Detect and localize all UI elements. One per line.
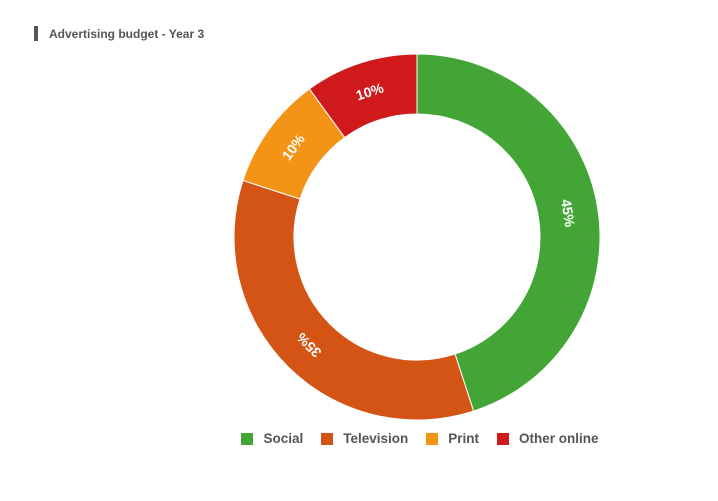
legend-label-other-online: Other online [519, 431, 599, 446]
legend-swatch-social [241, 432, 254, 445]
slice-label-social: 45% [558, 198, 578, 229]
legend-label-television: Television [343, 431, 409, 446]
legend-label-print: Print [448, 431, 480, 446]
legend-item-television[interactable]: Television [321, 431, 408, 446]
legend-item-social[interactable]: Social [241, 431, 303, 446]
legend-swatch-other-online [497, 432, 510, 445]
legend-label-social: Social [263, 431, 304, 446]
legend-item-print[interactable]: Print [426, 431, 479, 446]
legend-item-other-online[interactable]: Other online [497, 431, 599, 446]
chart-legend: Social Television Print Other online [0, 431, 718, 446]
chart-title-wrap: Advertising budget - Year 3 [34, 26, 204, 41]
slice-other-online[interactable] [308, 53, 418, 139]
legend-swatch-print [426, 432, 439, 445]
title-accent-bar [34, 26, 38, 41]
legend-swatch-television [321, 432, 334, 445]
chart-title: Advertising budget - Year 3 [49, 26, 205, 41]
slice-social[interactable] [416, 53, 601, 412]
slice-television[interactable] [233, 179, 475, 421]
